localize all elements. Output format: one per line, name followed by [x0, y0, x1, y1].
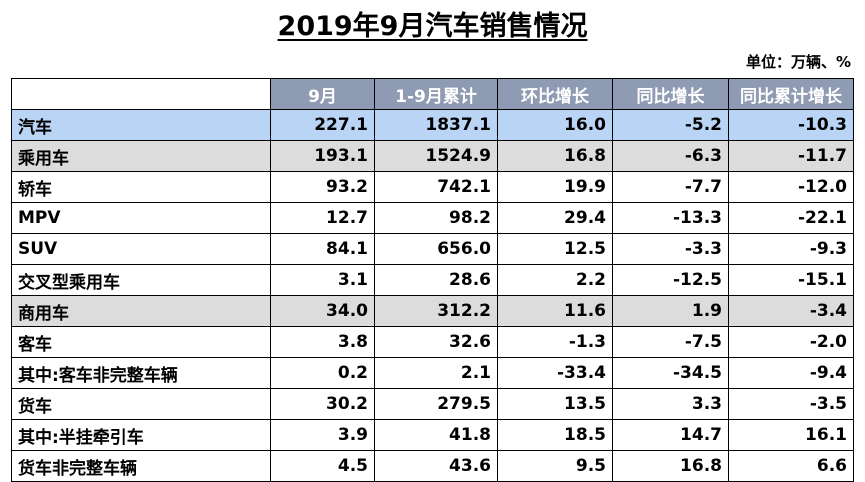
cell-yoy: -6.3 — [612, 140, 729, 172]
cell-mom: -1.3 — [497, 326, 613, 358]
cell-yoy-cumulative: -9.4 — [728, 357, 854, 389]
column-header-yoy-growth: 同比增长 — [612, 78, 729, 110]
cell-month: 0.2 — [270, 357, 375, 389]
cell-yoy: 1.9 — [612, 295, 729, 327]
cell-yoy: -34.5 — [612, 357, 729, 389]
cell-month: 4.5 — [270, 450, 375, 482]
cell-yoy: 16.8 — [612, 450, 729, 482]
column-header-cumulative: 1-9月累计 — [374, 78, 498, 110]
cell-yoy-cumulative: -11.7 — [728, 140, 854, 172]
cell-yoy: -5.2 — [612, 109, 729, 141]
cell-mom: 9.5 — [497, 450, 613, 482]
cell-yoy-cumulative: -3.5 — [728, 388, 854, 420]
cell-cumulative: 279.5 — [374, 388, 498, 420]
cell-yoy-cumulative: -9.3 — [728, 233, 854, 265]
table-row: 其中:半挂牵引车 3.9 41.8 18.5 14.7 16.1 — [11, 419, 854, 451]
cell-yoy-cumulative: -3.4 — [728, 295, 854, 327]
cell-cumulative: 28.6 — [374, 264, 498, 296]
column-header-yoy-cumulative-growth: 同比累计增长 — [728, 78, 854, 110]
cell-month: 34.0 — [270, 295, 375, 327]
cell-yoy-cumulative: -12.0 — [728, 171, 854, 203]
row-label: 乘用车 — [11, 140, 271, 172]
cell-month: 3.8 — [270, 326, 375, 358]
table-row: SUV 84.1 656.0 12.5 -3.3 -9.3 — [11, 233, 854, 265]
cell-mom: 16.8 — [497, 140, 613, 172]
row-label: 轿车 — [11, 171, 271, 203]
page-title: 2019年9月汽车销售情况 — [277, 11, 588, 42]
row-label: 客车 — [11, 326, 271, 358]
cell-cumulative: 312.2 — [374, 295, 498, 327]
table-row: MPV 12.7 98.2 29.4 -13.3 -22.1 — [11, 202, 854, 234]
cell-yoy: -13.3 — [612, 202, 729, 234]
cell-yoy-cumulative: 16.1 — [728, 419, 854, 451]
header-corner — [11, 78, 271, 110]
cell-yoy-cumulative: -2.0 — [728, 326, 854, 358]
cell-mom: 13.5 — [497, 388, 613, 420]
cell-yoy-cumulative: -22.1 — [728, 202, 854, 234]
table-row: 商用车 34.0 312.2 11.6 1.9 -3.4 — [11, 295, 854, 327]
cell-cumulative: 98.2 — [374, 202, 498, 234]
cell-cumulative: 32.6 — [374, 326, 498, 358]
row-label: 交叉型乘用车 — [11, 264, 271, 296]
cell-cumulative: 1524.9 — [374, 140, 498, 172]
sales-table: 9月 1-9月累计 环比增长 同比增长 同比累计增长 汽车 227.1 1837… — [11, 78, 854, 482]
cell-mom: 12.5 — [497, 233, 613, 265]
cell-mom: 16.0 — [497, 109, 613, 141]
cell-yoy: -12.5 — [612, 264, 729, 296]
table-row: 其中:客车非完整车辆 0.2 2.1 -33.4 -34.5 -9.4 — [11, 357, 854, 389]
cell-yoy-cumulative: -15.1 — [728, 264, 854, 296]
cell-yoy-cumulative: -10.3 — [728, 109, 854, 141]
table-row: 汽车 227.1 1837.1 16.0 -5.2 -10.3 — [11, 109, 854, 141]
cell-mom: -33.4 — [497, 357, 613, 389]
cell-mom: 29.4 — [497, 202, 613, 234]
unit-label: 单位：万辆、% — [745, 53, 851, 71]
cell-mom: 2.2 — [497, 264, 613, 296]
row-label: 其中:半挂牵引车 — [11, 419, 271, 451]
cell-yoy-cumulative: 6.6 — [728, 450, 854, 482]
cell-month: 30.2 — [270, 388, 375, 420]
row-label: 货车 — [11, 388, 271, 420]
row-label: SUV — [11, 233, 271, 265]
cell-cumulative: 41.8 — [374, 419, 498, 451]
cell-month: 3.1 — [270, 264, 375, 296]
column-header-month: 9月 — [270, 78, 375, 110]
cell-mom: 11.6 — [497, 295, 613, 327]
row-label: 汽车 — [11, 109, 271, 141]
cell-mom: 18.5 — [497, 419, 613, 451]
row-label: MPV — [11, 202, 271, 234]
cell-cumulative: 656.0 — [374, 233, 498, 265]
cell-month: 93.2 — [270, 171, 375, 203]
cell-cumulative: 1837.1 — [374, 109, 498, 141]
cell-yoy: 14.7 — [612, 419, 729, 451]
cell-mom: 19.9 — [497, 171, 613, 203]
cell-cumulative: 43.6 — [374, 450, 498, 482]
cell-cumulative: 2.1 — [374, 357, 498, 389]
cell-month: 193.1 — [270, 140, 375, 172]
cell-cumulative: 742.1 — [374, 171, 498, 203]
cell-month: 12.7 — [270, 202, 375, 234]
table-row: 交叉型乘用车 3.1 28.6 2.2 -12.5 -15.1 — [11, 264, 854, 296]
column-header-mom-growth: 环比增长 — [497, 78, 613, 110]
cell-yoy: -3.3 — [612, 233, 729, 265]
table-row: 货车非完整车辆 4.5 43.6 9.5 16.8 6.6 — [11, 450, 854, 482]
row-label: 货车非完整车辆 — [11, 450, 271, 482]
table-header-row: 9月 1-9月累计 环比增长 同比增长 同比累计增长 — [11, 78, 854, 110]
table-row: 货车 30.2 279.5 13.5 3.3 -3.5 — [11, 388, 854, 420]
table-row: 乘用车 193.1 1524.9 16.8 -6.3 -11.7 — [11, 140, 854, 172]
cell-month: 227.1 — [270, 109, 375, 141]
cell-month: 84.1 — [270, 233, 375, 265]
table-row: 轿车 93.2 742.1 19.9 -7.7 -12.0 — [11, 171, 854, 203]
row-label: 商用车 — [11, 295, 271, 327]
cell-yoy: -7.7 — [612, 171, 729, 203]
cell-yoy: -7.5 — [612, 326, 729, 358]
row-label: 其中:客车非完整车辆 — [11, 357, 271, 389]
table-row: 客车 3.8 32.6 -1.3 -7.5 -2.0 — [11, 326, 854, 358]
cell-yoy: 3.3 — [612, 388, 729, 420]
cell-month: 3.9 — [270, 419, 375, 451]
